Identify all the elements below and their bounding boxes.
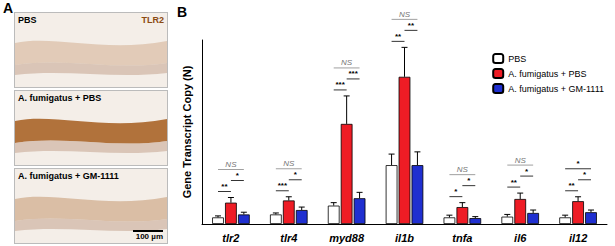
html-text:100 µm: 100 µm <box>135 232 163 241</box>
svg-text:NS: NS <box>457 165 469 174</box>
svg-text:il12: il12 <box>569 232 587 244</box>
svg-text:NS: NS <box>225 160 237 169</box>
svg-text:*: * <box>525 167 529 176</box>
svg-text:myd88: myd88 <box>329 232 365 244</box>
svg-text:***: *** <box>348 69 358 78</box>
svg-text:B: B <box>177 4 187 20</box>
svg-text:Gene Transcript Copy (N): Gene Transcript Copy (N) <box>181 65 193 198</box>
html-text:A. fumigatus + GM-1111: A. fumigatus + GM-1111 <box>18 171 119 181</box>
svg-text:***: *** <box>278 181 288 190</box>
svg-text:*: * <box>577 159 581 168</box>
svg-text:il1b: il1b <box>395 232 414 244</box>
svg-text:A. fumigatus + GM-1111: A. fumigatus + GM-1111 <box>508 84 604 94</box>
svg-text:**: ** <box>395 32 402 41</box>
svg-text:*: * <box>454 187 458 196</box>
svg-text:A. fumigatus + PBS: A. fumigatus + PBS <box>508 69 586 79</box>
svg-text:PBS: PBS <box>508 54 526 64</box>
svg-text:*: * <box>583 170 587 179</box>
svg-text:NS: NS <box>341 58 353 67</box>
svg-text:**: ** <box>221 182 228 191</box>
svg-text:NS: NS <box>399 10 411 19</box>
svg-text:**: ** <box>568 181 575 190</box>
svg-text:*: * <box>236 171 240 180</box>
svg-text:***: *** <box>336 80 346 89</box>
svg-text:**: ** <box>511 178 518 187</box>
html-text:TLR2: TLR2 <box>141 15 164 25</box>
svg-text:tlr4: tlr4 <box>280 232 297 244</box>
svg-text:**: ** <box>408 21 415 30</box>
html-text:PBS: PBS <box>18 15 37 25</box>
svg-text:tnfa: tnfa <box>452 232 472 244</box>
svg-text:NS: NS <box>515 156 527 165</box>
svg-text:NS: NS <box>283 159 295 168</box>
svg-text:*: * <box>467 176 471 185</box>
svg-text:tlr2: tlr2 <box>222 232 239 244</box>
html-text:A. fumigatus + PBS: A. fumigatus + PBS <box>18 93 102 103</box>
svg-text:*: * <box>294 170 298 179</box>
html-text:A: A <box>3 0 14 16</box>
svg-text:il6: il6 <box>514 232 527 244</box>
